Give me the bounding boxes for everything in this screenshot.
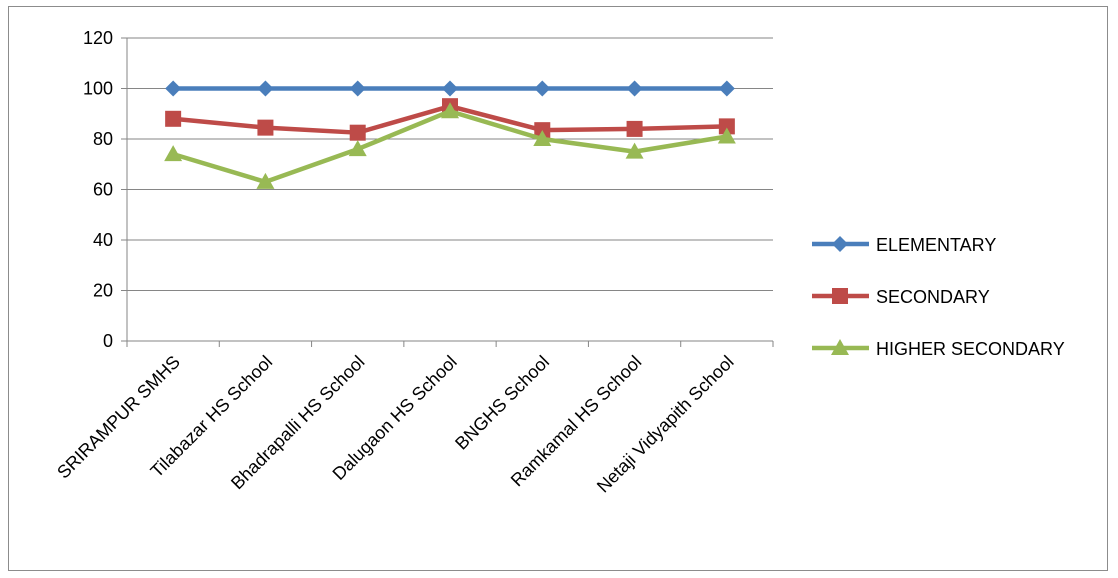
y-tick-label: 120 (83, 28, 113, 48)
series-lines (164, 80, 736, 189)
data-point (349, 80, 366, 97)
legend-item: ELEMENTARY (812, 235, 996, 255)
data-point (626, 80, 643, 97)
grid-lines (127, 37, 773, 291)
y-tick-label: 0 (103, 331, 113, 351)
legend-label: ELEMENTARY (876, 235, 996, 255)
chart-frame: 0 20 40 60 80 100 120 SRIRAMPUR SMHS Tilabazar H… (8, 6, 1108, 571)
data-point (348, 140, 367, 157)
legend-marker-icon (832, 288, 848, 304)
data-point (257, 119, 274, 136)
y-tick-label: 40 (93, 230, 113, 250)
data-point (442, 80, 458, 97)
data-point (164, 145, 183, 162)
data-point (533, 130, 552, 146)
legend-item: HIGHER SECONDARY (812, 339, 1065, 359)
series-line (172, 108, 728, 185)
data-point (718, 80, 735, 97)
data-point (625, 142, 644, 159)
legend-label: SECONDARY (876, 287, 990, 307)
series-elementary (165, 80, 735, 97)
legend-item: SECONDARY (812, 287, 990, 307)
data-point (256, 172, 275, 189)
data-point (718, 118, 735, 135)
legend-label: HIGHER SECONDARY (876, 339, 1065, 359)
y-tick-label: 60 (93, 180, 113, 200)
legend-marker-icon (832, 236, 848, 252)
data-point (165, 110, 182, 127)
series-higher-secondary (164, 102, 736, 189)
data-point (165, 80, 182, 97)
y-tick-label: 100 (83, 79, 113, 99)
data-point (717, 127, 736, 144)
data-point (534, 80, 551, 97)
data-point (626, 120, 643, 137)
x-category-label: BNGHS School (451, 352, 553, 454)
data-point (349, 124, 366, 141)
legend: ELEMENTARY SECONDARY HIGHER SECONDARY (812, 235, 1065, 359)
data-point (441, 102, 459, 119)
legend-marker-icon (831, 339, 849, 355)
y-tick-label: 80 (93, 129, 113, 149)
data-point (257, 80, 274, 97)
y-tick-label: 20 (93, 281, 113, 301)
